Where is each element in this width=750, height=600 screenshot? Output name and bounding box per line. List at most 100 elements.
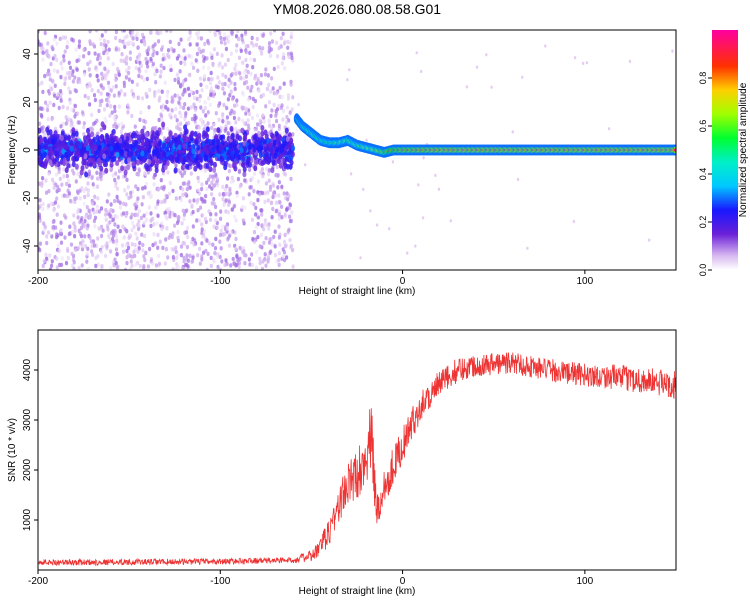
noise-cell <box>267 178 271 183</box>
noise-cell <box>118 104 122 110</box>
noise-cell <box>112 115 116 120</box>
noise-cell <box>111 128 116 135</box>
noise-cell <box>118 229 122 234</box>
noise-cell <box>95 134 100 141</box>
noise-cell <box>67 231 71 237</box>
noise-cell <box>286 96 291 101</box>
noise-cell <box>475 65 479 69</box>
noise-cell <box>151 131 156 137</box>
noise-cell <box>241 106 245 111</box>
noise-cell <box>45 155 50 162</box>
noise-cell <box>131 144 136 151</box>
noise-cell <box>210 192 214 197</box>
noise-cell <box>242 249 246 254</box>
noise-cell <box>281 117 285 122</box>
noise-cell <box>125 136 130 142</box>
noise-cell <box>78 79 82 85</box>
noise-cell <box>277 251 281 256</box>
noise-cell <box>136 45 140 50</box>
noise-cell <box>122 80 126 86</box>
noise-cell <box>214 212 218 217</box>
noise-cell <box>53 150 58 157</box>
noise-cell <box>223 187 227 192</box>
noise-cell <box>170 95 174 100</box>
noise-cell <box>96 236 100 241</box>
noise-cell <box>128 50 132 55</box>
noise-cell <box>95 139 100 146</box>
noise-cell <box>232 142 237 149</box>
noise-cell <box>166 89 170 95</box>
noise-cell <box>99 91 103 96</box>
noise-cell <box>263 129 268 136</box>
noise-cell <box>262 119 266 124</box>
noise-cell <box>64 152 69 159</box>
noise-cell <box>288 202 292 207</box>
noise-cell <box>216 225 220 230</box>
noise-cell <box>226 149 231 156</box>
noise-cell <box>73 234 77 239</box>
noise-cell <box>73 114 77 119</box>
spectrogram-y-tick-label: 40 <box>22 48 33 60</box>
noise-cell <box>131 160 136 167</box>
noise-cell <box>59 240 64 245</box>
noise-cell <box>133 262 138 268</box>
noise-cell <box>189 89 193 95</box>
noise-cell <box>100 33 104 38</box>
noise-cell <box>57 105 61 111</box>
noise-cell <box>102 50 106 56</box>
snr-frame <box>37 329 677 571</box>
noise-cell <box>231 178 235 183</box>
noise-cell <box>266 190 270 195</box>
noise-cell <box>137 223 141 228</box>
noise-cell <box>50 117 54 122</box>
noise-cell <box>141 134 145 141</box>
noise-cell <box>59 227 63 233</box>
noise-cell <box>171 255 175 260</box>
noise-cell <box>128 56 132 61</box>
noise-cell <box>245 63 249 68</box>
noise-cell <box>179 121 183 126</box>
noise-cell <box>130 242 134 247</box>
snr-x-tick-label: 100 <box>577 576 594 587</box>
noise-cell <box>106 227 110 232</box>
noise-cell <box>526 246 529 250</box>
noise-cell <box>56 143 61 150</box>
noise-cell <box>239 147 244 154</box>
noise-cell <box>200 88 204 93</box>
noise-cell <box>278 85 282 91</box>
noise-cell <box>80 263 84 268</box>
noise-cell <box>59 124 63 129</box>
noise-cell <box>251 65 255 70</box>
noise-cell <box>195 218 199 223</box>
noise-cell <box>143 185 147 190</box>
noise-cell <box>174 196 178 201</box>
noise-cell <box>203 216 207 222</box>
noise-cell <box>193 165 198 172</box>
noise-cell <box>41 176 45 181</box>
noise-cell <box>154 90 158 95</box>
noise-cell <box>53 83 57 89</box>
noise-cell <box>166 170 170 175</box>
noise-cell <box>196 175 200 181</box>
noise-cell <box>146 165 151 172</box>
noise-cell <box>224 46 228 52</box>
noise-cell <box>161 52 166 58</box>
noise-cell <box>146 191 150 196</box>
noise-cell <box>85 259 89 264</box>
noise-cell <box>218 267 223 270</box>
noise-cell <box>177 144 182 151</box>
noise-cell <box>73 75 77 80</box>
noise-cell <box>251 104 255 110</box>
noise-cell <box>229 230 233 235</box>
noise-cell <box>69 118 73 123</box>
noise-cell <box>79 218 83 223</box>
noise-cell <box>173 114 177 119</box>
noise-cell <box>83 153 88 160</box>
noise-cell <box>126 185 130 190</box>
noise-cell <box>268 123 272 128</box>
colorbar-label: Normalized spectral amplitude <box>738 82 749 217</box>
noise-cell <box>165 226 169 231</box>
noise-cell <box>136 249 140 254</box>
noise-cell <box>41 50 45 55</box>
noise-cell <box>157 117 161 123</box>
